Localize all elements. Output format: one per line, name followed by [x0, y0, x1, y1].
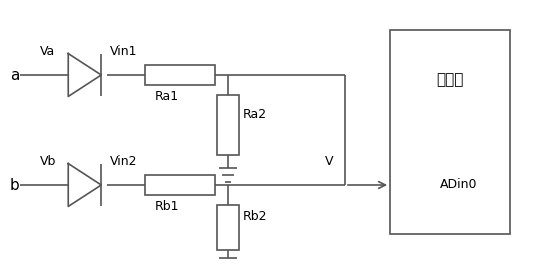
Bar	[145, 65, 215, 85]
Bar	[145, 175, 215, 195]
Text: Va: Va	[40, 45, 55, 58]
Text: Ra1: Ra1	[155, 90, 179, 103]
Text: V: V	[325, 155, 333, 168]
Text: ADin0: ADin0	[440, 178, 478, 191]
Text: Vin2: Vin2	[110, 155, 138, 168]
Text: a: a	[10, 68, 19, 82]
Text: b: b	[10, 177, 20, 192]
Bar	[217, 95, 239, 155]
Text: Vb: Vb	[40, 155, 56, 168]
Text: Rb1: Rb1	[155, 200, 180, 213]
Text: 单片机: 单片机	[436, 73, 464, 87]
Bar	[390, 30, 510, 234]
Bar	[217, 205, 239, 250]
Text: Rb2: Rb2	[243, 210, 267, 223]
Text: Ra2: Ra2	[243, 108, 267, 121]
Text: Vin1: Vin1	[110, 45, 138, 58]
